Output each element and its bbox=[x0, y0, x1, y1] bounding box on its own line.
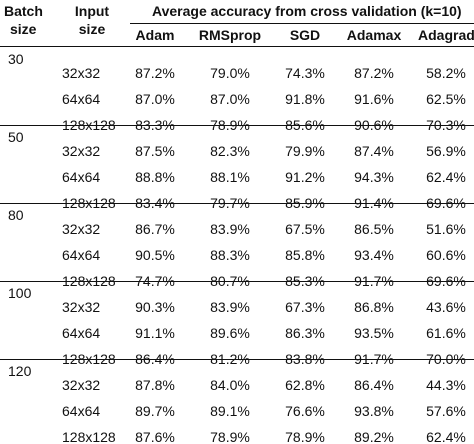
input-size-cell: 32x32 bbox=[62, 299, 101, 315]
accuracy-cell-rmsprop: 88.3% bbox=[210, 247, 250, 263]
accuracy-cell-sgd: 78.9% bbox=[285, 429, 325, 444]
accuracy-cell-adam: 87.2% bbox=[135, 65, 175, 81]
accuracy-cell-adamax: 86.8% bbox=[354, 299, 394, 315]
accuracy-cell-adam: 90.5% bbox=[135, 247, 175, 263]
group-divider bbox=[0, 281, 474, 282]
accuracy-cell-adagrad: 58.2% bbox=[426, 65, 466, 81]
accuracy-cell-adam: 87.8% bbox=[135, 377, 175, 393]
accuracy-cell-adagrad: 56.9% bbox=[426, 143, 466, 159]
accuracy-cell-adam: 87.0% bbox=[135, 91, 175, 107]
accuracy-cell-sgd: 79.9% bbox=[285, 143, 325, 159]
accuracy-cell-rmsprop: 83.9% bbox=[210, 299, 250, 315]
accuracy-cell-adamax: 93.8% bbox=[354, 403, 394, 419]
input-size-cell: 64x64 bbox=[62, 91, 101, 107]
batch-size-cell: 120 bbox=[8, 363, 32, 379]
accuracy-cell-adagrad: 62.5% bbox=[426, 91, 466, 107]
input-size-cell: 128x128 bbox=[62, 429, 116, 444]
accuracy-cell-adamax: 87.4% bbox=[354, 143, 394, 159]
accuracy-cell-adagrad: 57.6% bbox=[426, 403, 466, 419]
group-title: Average accuracy from cross validation (… bbox=[152, 3, 462, 19]
accuracy-cell-sgd: 62.8% bbox=[285, 377, 325, 393]
input-size-cell: 64x64 bbox=[62, 325, 101, 341]
accuracy-cell-sgd: 76.6% bbox=[285, 403, 325, 419]
batch-size-header: Batch size bbox=[4, 2, 46, 38]
batch-header-line2: size bbox=[10, 21, 37, 37]
accuracy-cell-rmsprop: 78.9% bbox=[210, 429, 250, 444]
col-sgd: SGD bbox=[289, 27, 321, 43]
accuracy-cell-rmsprop: 83.9% bbox=[210, 221, 250, 237]
accuracy-cell-sgd: 91.8% bbox=[285, 91, 325, 107]
accuracy-cell-rmsprop: 79.0% bbox=[210, 65, 250, 81]
accuracy-cell-rmsprop: 84.0% bbox=[210, 377, 250, 393]
accuracy-cell-adagrad: 43.6% bbox=[426, 299, 466, 315]
accuracy-cell-adamax: 91.6% bbox=[354, 91, 394, 107]
input-size-cell: 64x64 bbox=[62, 169, 101, 185]
accuracy-cell-adagrad: 51.6% bbox=[426, 221, 466, 237]
accuracy-cell-rmsprop: 89.1% bbox=[210, 403, 250, 419]
accuracy-cell-adam: 87.6% bbox=[135, 429, 175, 444]
accuracy-cell-adagrad: 60.6% bbox=[426, 247, 466, 263]
accuracy-cell-adam: 89.7% bbox=[135, 403, 175, 419]
accuracy-cell-adagrad: 62.4% bbox=[426, 429, 466, 444]
input-header-line1: Input bbox=[74, 3, 110, 19]
accuracy-cell-adamax: 86.5% bbox=[354, 221, 394, 237]
accuracy-cell-adamax: 87.2% bbox=[354, 65, 394, 81]
accuracy-cell-sgd: 85.8% bbox=[285, 247, 325, 263]
input-size-cell: 32x32 bbox=[62, 65, 101, 81]
group-divider bbox=[0, 125, 474, 126]
accuracy-cell-adam: 87.5% bbox=[135, 143, 175, 159]
accuracy-cell-adamax: 89.2% bbox=[354, 429, 394, 444]
batch-size-cell: 50 bbox=[8, 129, 24, 145]
input-size-header: Input size bbox=[62, 2, 122, 38]
accuracy-cell-rmsprop: 88.1% bbox=[210, 169, 250, 185]
batch-size-cell: 80 bbox=[8, 207, 24, 223]
accuracy-cell-adagrad: 62.4% bbox=[426, 169, 466, 185]
accuracy-cell-adam: 86.7% bbox=[135, 221, 175, 237]
accuracy-cell-adagrad: 61.6% bbox=[426, 325, 466, 341]
accuracy-cell-adam: 88.8% bbox=[135, 169, 175, 185]
accuracy-cell-sgd: 74.3% bbox=[285, 65, 325, 81]
accuracy-cell-sgd: 67.3% bbox=[285, 299, 325, 315]
batch-header-line1: Batch bbox=[4, 3, 43, 19]
col-rmsprop: RMSprop bbox=[198, 27, 262, 43]
header-sub-rule bbox=[130, 23, 474, 24]
accuracy-cell-rmsprop: 87.0% bbox=[210, 91, 250, 107]
input-size-cell: 64x64 bbox=[62, 403, 101, 419]
accuracy-cell-adam: 91.1% bbox=[135, 325, 175, 341]
accuracy-cell-adamax: 94.3% bbox=[354, 169, 394, 185]
accuracy-cell-adam: 90.3% bbox=[135, 299, 175, 315]
col-adamax: Adamax bbox=[346, 27, 402, 43]
accuracy-cell-adamax: 86.4% bbox=[354, 377, 394, 393]
input-size-cell: 32x32 bbox=[62, 377, 101, 393]
accuracy-cell-adamax: 93.5% bbox=[354, 325, 394, 341]
group-divider bbox=[0, 203, 474, 204]
col-adam: Adam bbox=[135, 27, 175, 43]
col-adagrad: Adagrad bbox=[418, 27, 474, 43]
accuracy-cell-adamax: 93.4% bbox=[354, 247, 394, 263]
batch-size-cell: 100 bbox=[8, 285, 32, 301]
input-size-cell: 32x32 bbox=[62, 221, 101, 237]
accuracy-cell-rmsprop: 82.3% bbox=[210, 143, 250, 159]
input-size-cell: 32x32 bbox=[62, 143, 101, 159]
accuracy-cell-rmsprop: 89.6% bbox=[210, 325, 250, 341]
input-size-cell: 64x64 bbox=[62, 247, 101, 263]
input-header-line2: size bbox=[78, 21, 106, 37]
header-rule bbox=[0, 46, 474, 47]
accuracy-cell-sgd: 86.3% bbox=[285, 325, 325, 341]
accuracy-cell-adagrad: 44.3% bbox=[426, 377, 466, 393]
batch-size-cell: 30 bbox=[8, 51, 24, 67]
accuracy-cell-sgd: 67.5% bbox=[285, 221, 325, 237]
accuracy-cell-sgd: 91.2% bbox=[285, 169, 325, 185]
group-divider bbox=[0, 359, 474, 360]
